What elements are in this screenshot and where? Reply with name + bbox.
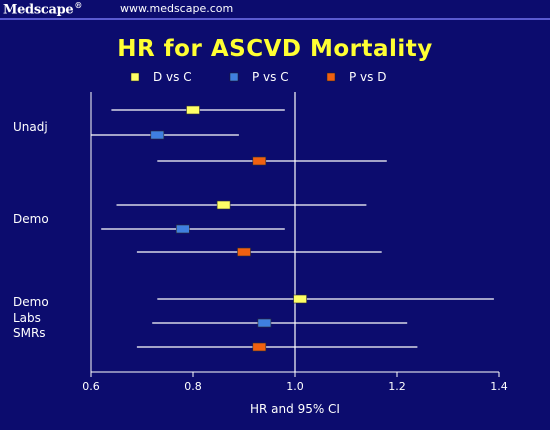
hr-marker: [186, 105, 200, 115]
hr-marker: [150, 130, 165, 140]
x-axis-label: HR and 95% CI: [250, 402, 340, 416]
group-label: Unadj: [13, 120, 48, 134]
legend-label: P vs D: [349, 70, 386, 84]
x-tick-label: 1.4: [490, 380, 508, 393]
group-label: Demo: [13, 212, 49, 226]
hr-marker: [176, 224, 190, 234]
x-tick-label: 0.8: [184, 380, 202, 393]
hr-marker: [257, 318, 272, 328]
group-label: Labs: [13, 311, 41, 325]
group-label: Demo: [13, 295, 49, 309]
x-tick-label: 1.2: [388, 380, 406, 393]
medscape-logo[interactable]: Medscape®: [3, 0, 83, 18]
legend-label: P vs C: [252, 70, 289, 84]
hr-marker: [252, 342, 267, 352]
legend-swatch: [326, 72, 336, 82]
chart-title: HR for ASCVD Mortality: [117, 36, 433, 62]
legend-label: D vs C: [153, 70, 192, 84]
header-bar: Medscape® www.medscape.com: [0, 0, 550, 20]
x-tick-label: 1.0: [286, 380, 304, 393]
hr-marker: [237, 247, 251, 257]
group-label: SMRs: [13, 326, 46, 340]
hr-marker: [252, 156, 267, 166]
hr-marker: [216, 200, 231, 210]
hr-marker: [293, 294, 307, 304]
x-tick-label: 0.6: [82, 380, 100, 393]
legend-swatch: [130, 72, 140, 82]
site-url[interactable]: www.medscape.com: [120, 2, 234, 15]
legend-swatch: [229, 72, 239, 82]
